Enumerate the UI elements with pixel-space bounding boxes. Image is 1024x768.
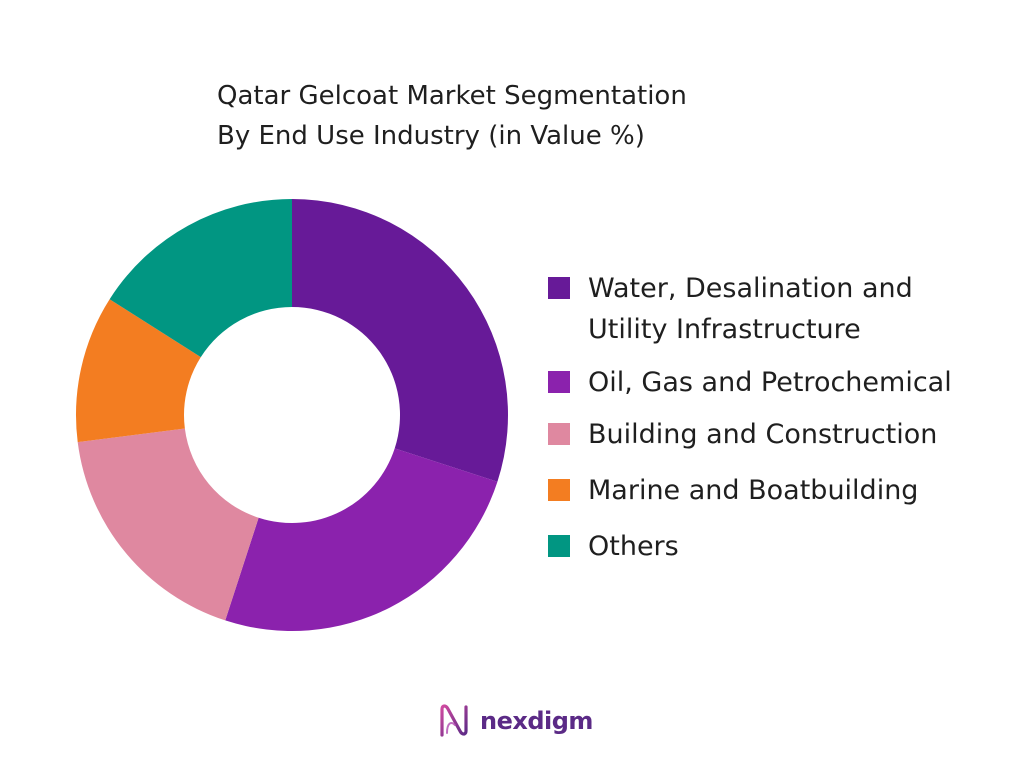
chart-subtitle: By End Use Industry (in Value %) — [217, 121, 645, 151]
legend-item: Marine and Boatbuilding — [548, 470, 1008, 511]
donut-slice — [109, 199, 292, 358]
legend-label: Oil, Gas and Petrochemical — [588, 367, 952, 398]
donut-slice — [292, 199, 509, 482]
legend-swatch — [548, 479, 570, 501]
legend-item: Building and Construction — [548, 414, 1008, 455]
legend-label: Marine and Boatbuilding — [588, 475, 919, 506]
chart-title: Qatar Gelcoat Market Segmentation — [217, 81, 687, 111]
legend-swatch — [548, 371, 570, 393]
donut-slice — [225, 448, 498, 631]
legend-label: Others — [588, 531, 679, 562]
legend-label: Water, Desalination and Utility Infrastr… — [588, 273, 913, 345]
legend-item: Water, Desalination and Utility Infrastr… — [548, 268, 1008, 350]
brand-logo: nexdigm — [438, 703, 593, 739]
brand-name: nexdigm — [480, 707, 593, 735]
legend-item: Others — [548, 526, 1008, 567]
donut-slice — [76, 299, 201, 443]
chart-title-block: Qatar Gelcoat Market Segmentation By End… — [217, 76, 837, 156]
legend-item: Oil, Gas and Petrochemical — [548, 362, 1008, 403]
donut-slice — [77, 428, 259, 621]
legend-swatch — [548, 277, 570, 299]
nexdigm-logo-icon — [440, 704, 468, 737]
legend-label: Building and Construction — [588, 419, 938, 450]
legend-swatch — [548, 535, 570, 557]
legend-swatch — [548, 423, 570, 445]
